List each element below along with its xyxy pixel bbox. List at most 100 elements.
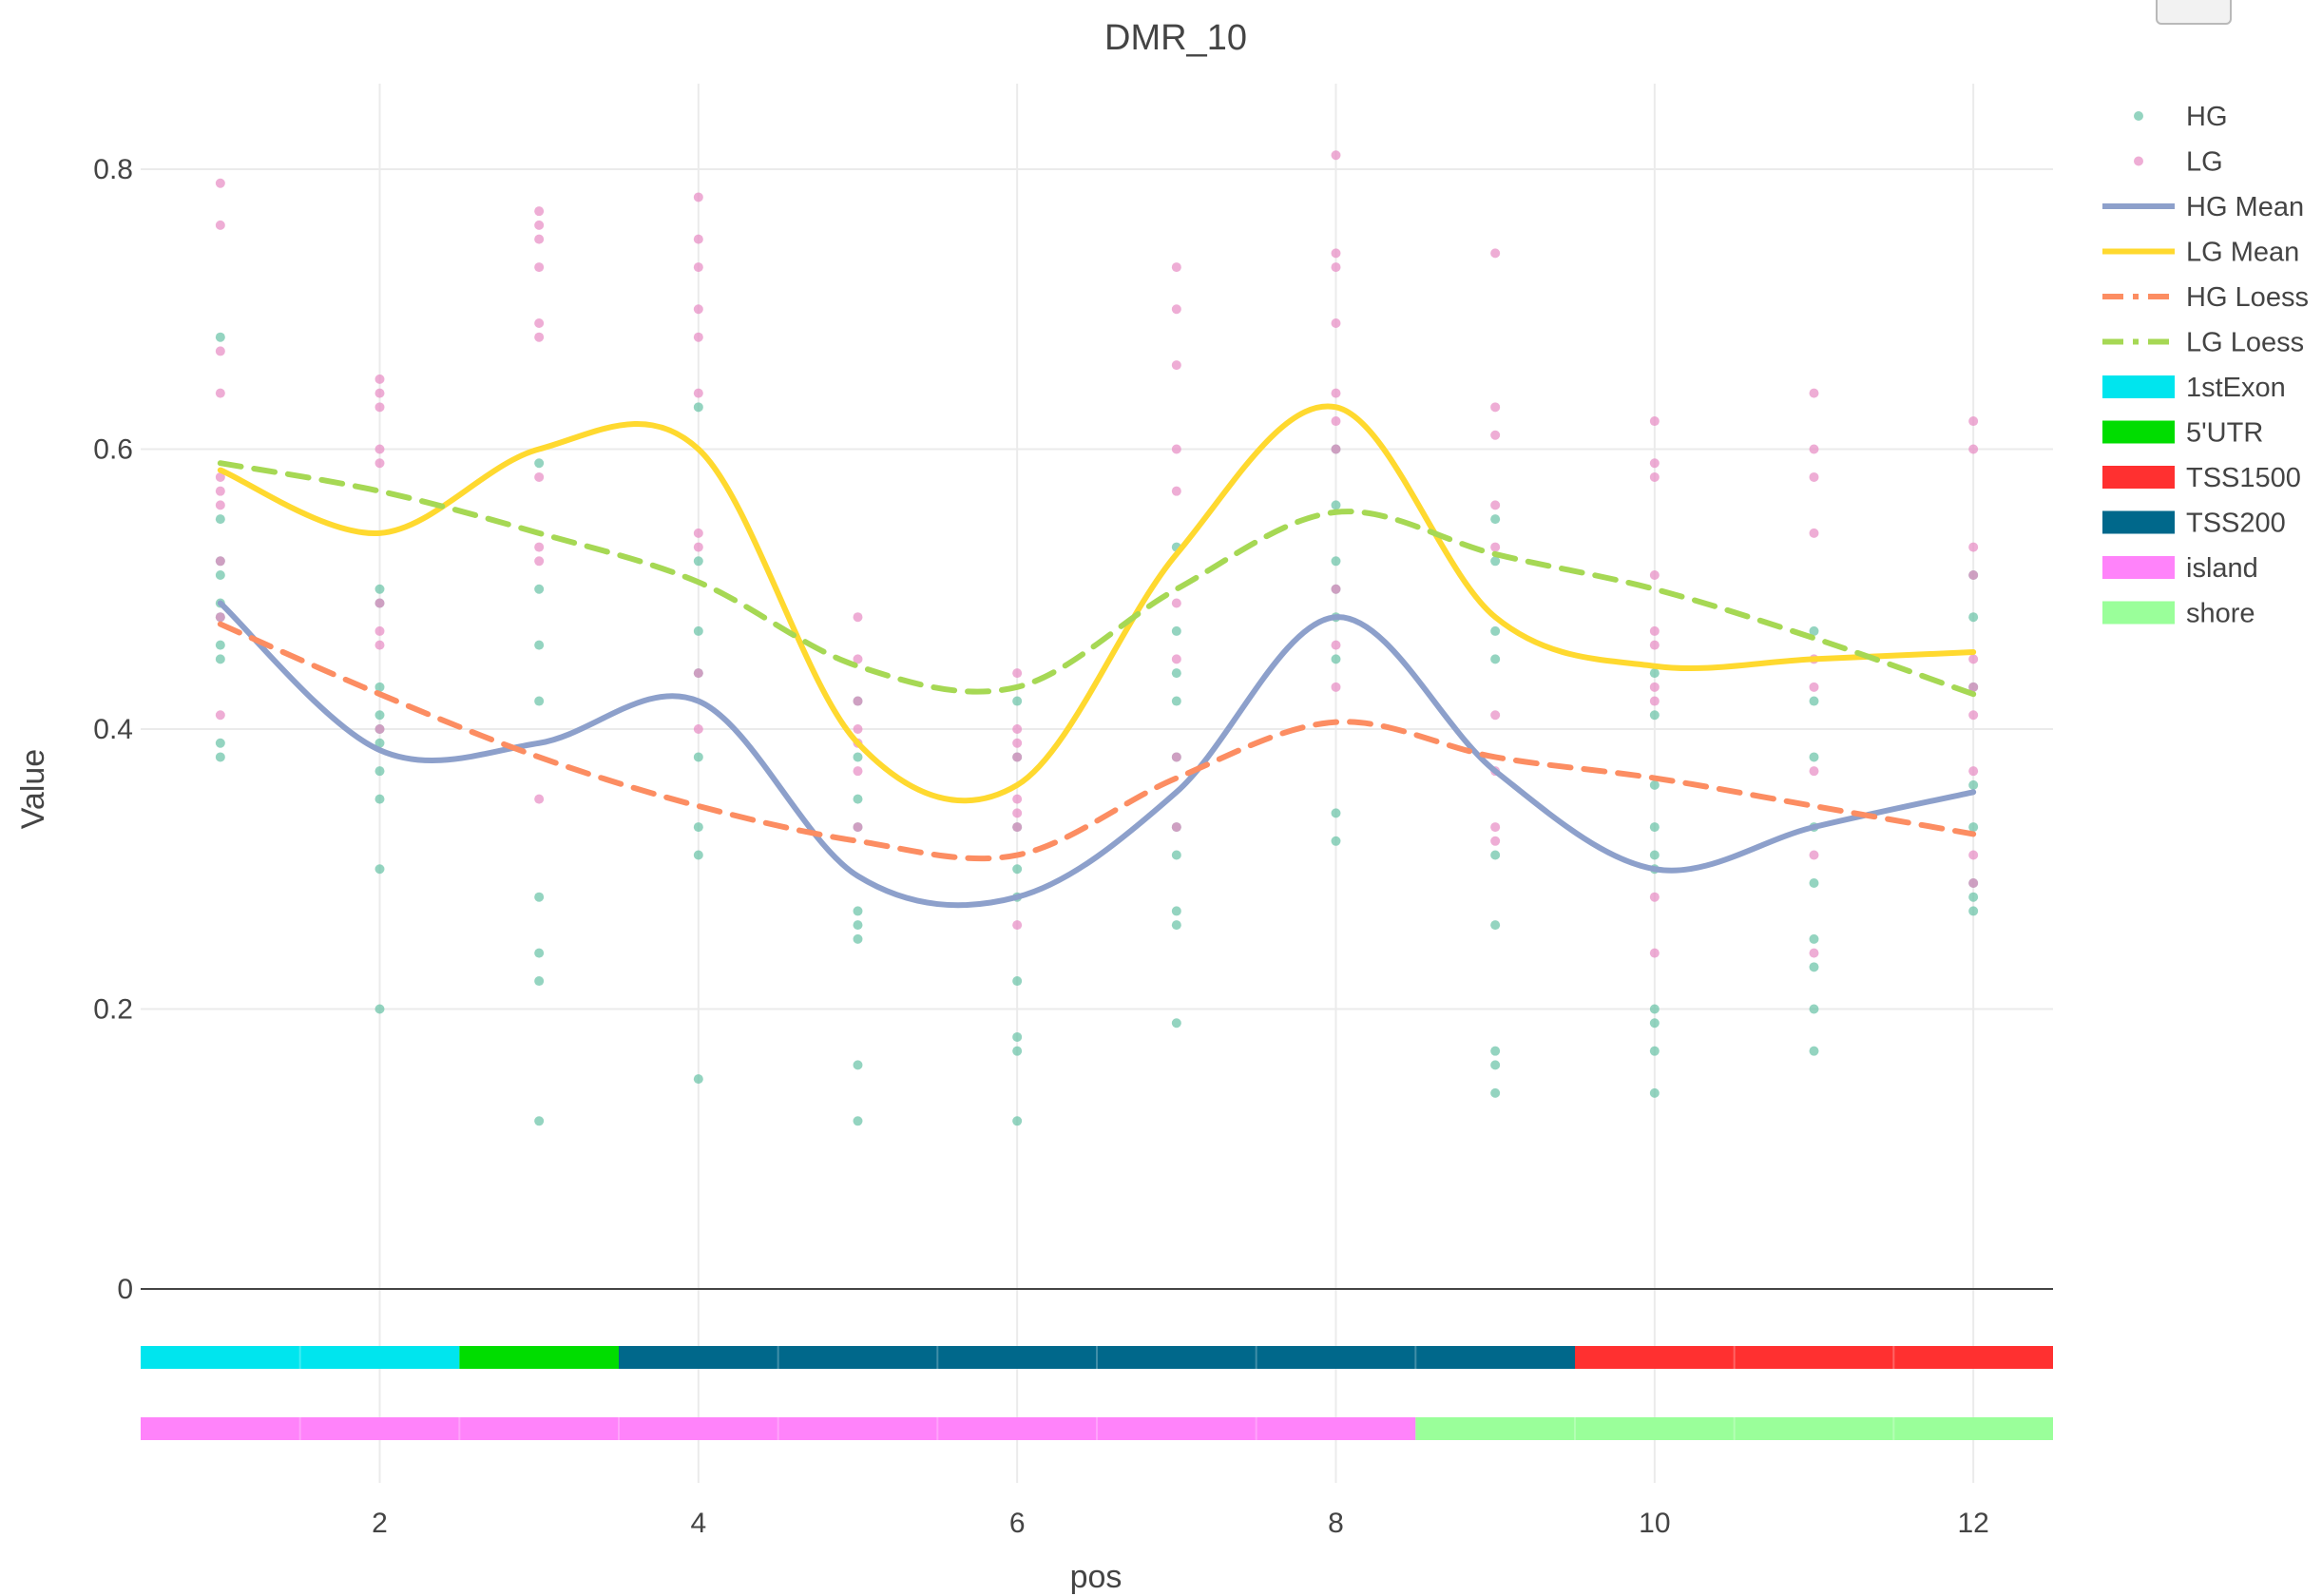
scatter-point bbox=[374, 794, 385, 804]
track-segment bbox=[1415, 1417, 2053, 1440]
scatter-point bbox=[1490, 1087, 1501, 1098]
scatter-point bbox=[534, 220, 545, 230]
scatter-point bbox=[1968, 877, 1979, 888]
legend-label: HG Loess bbox=[2186, 282, 2309, 313]
annotation-tracks bbox=[141, 1346, 2053, 1440]
scatter-point bbox=[1012, 794, 1023, 804]
scatter-point bbox=[1490, 850, 1501, 860]
scatter-point bbox=[215, 178, 225, 188]
scatter-point bbox=[1171, 696, 1181, 706]
scatter-point bbox=[1968, 822, 1979, 833]
scatter-point bbox=[1809, 850, 1819, 860]
scatter-point bbox=[693, 556, 703, 567]
scatter-point bbox=[693, 388, 703, 398]
scatter-point bbox=[853, 920, 863, 931]
y-tick-label: 0.8 bbox=[93, 154, 133, 185]
y-tick-label: 0.4 bbox=[93, 714, 133, 745]
scatter-point bbox=[215, 486, 225, 496]
scatter-point bbox=[853, 752, 863, 762]
legend-swatch bbox=[2102, 510, 2175, 534]
scatter-point bbox=[1649, 779, 1660, 790]
track-segment bbox=[141, 1417, 1416, 1440]
scatter-point bbox=[215, 500, 225, 510]
scatter-point bbox=[1171, 654, 1181, 664]
scatter-points bbox=[215, 150, 1979, 1126]
scatter-point bbox=[215, 388, 225, 398]
y-tick-label: 0 bbox=[117, 1274, 133, 1305]
scatter-point bbox=[1809, 1004, 1819, 1014]
scatter-point bbox=[1012, 976, 1023, 987]
scatter-point bbox=[693, 724, 703, 734]
scatter-point bbox=[215, 514, 225, 525]
scatter-point bbox=[215, 710, 225, 721]
scatter-point bbox=[1490, 402, 1501, 413]
scatter-point bbox=[374, 388, 385, 398]
scatter-point bbox=[534, 332, 545, 342]
scatter-point bbox=[534, 317, 545, 328]
legend-label: LG Mean bbox=[2186, 238, 2299, 268]
track-segment bbox=[619, 1346, 1575, 1369]
scatter-point bbox=[853, 1060, 863, 1070]
scatter-point bbox=[1649, 850, 1660, 860]
legend-swatch bbox=[2102, 601, 2175, 625]
scatter-point bbox=[1968, 612, 1979, 623]
legend-label: HG bbox=[2186, 102, 2228, 132]
scatter-point bbox=[1809, 933, 1819, 944]
scatter-point bbox=[1012, 738, 1023, 748]
scatter-point bbox=[1809, 962, 1819, 972]
scatter-point bbox=[534, 976, 545, 987]
modebar-button[interactable] bbox=[2156, 0, 2232, 25]
scatter-point bbox=[1649, 458, 1660, 469]
scatter-point bbox=[1171, 668, 1181, 679]
legend-marker bbox=[2134, 111, 2143, 121]
scatter-point bbox=[693, 304, 703, 315]
x-tick-label: 10 bbox=[1639, 1508, 1670, 1539]
scatter-point bbox=[1490, 500, 1501, 510]
track-segment bbox=[1575, 1346, 2053, 1369]
scatter-point bbox=[693, 234, 703, 244]
scatter-point bbox=[374, 724, 385, 734]
scatter-point bbox=[1331, 416, 1341, 427]
scatter-point bbox=[1649, 822, 1660, 833]
scatter-point bbox=[1331, 808, 1341, 818]
scatter-point bbox=[534, 948, 545, 958]
scatter-point bbox=[1331, 248, 1341, 259]
scatter-point bbox=[1331, 640, 1341, 650]
scatter-point bbox=[1649, 625, 1660, 636]
scatter-point bbox=[693, 262, 703, 273]
legend-label: LG Loess bbox=[2186, 328, 2304, 358]
scatter-point bbox=[1171, 360, 1181, 371]
scatter-point bbox=[1809, 877, 1819, 888]
scatter-point bbox=[374, 710, 385, 721]
scatter-point bbox=[1968, 892, 1979, 902]
scatter-point bbox=[1331, 262, 1341, 273]
legend-label: TSS1500 bbox=[2186, 463, 2301, 493]
legend-label: HG Mean bbox=[2186, 192, 2304, 222]
scatter-point bbox=[1331, 317, 1341, 328]
scatter-point bbox=[534, 640, 545, 650]
scatter-point bbox=[215, 556, 225, 567]
scatter-point bbox=[215, 738, 225, 748]
scatter-point bbox=[1331, 150, 1341, 161]
scatter-point bbox=[534, 1116, 545, 1126]
scatter-point bbox=[853, 822, 863, 833]
scatter-point bbox=[853, 612, 863, 623]
scatter-point bbox=[1490, 1060, 1501, 1070]
legend-label: TSS200 bbox=[2186, 509, 2286, 539]
scatter-point bbox=[1649, 471, 1660, 482]
scatter-point bbox=[1809, 766, 1819, 777]
scatter-point bbox=[1171, 486, 1181, 496]
scatter-point bbox=[374, 864, 385, 875]
scatter-point bbox=[693, 528, 703, 538]
scatter-point bbox=[1490, 836, 1501, 846]
scatter-point bbox=[1331, 654, 1341, 664]
scatter-point bbox=[534, 262, 545, 273]
series-line bbox=[217, 460, 1977, 698]
scatter-point bbox=[693, 625, 703, 636]
scatter-point bbox=[1012, 822, 1023, 833]
legend-label: LG bbox=[2186, 147, 2223, 178]
scatter-point bbox=[1331, 388, 1341, 398]
scatter-point bbox=[1809, 1046, 1819, 1056]
scatter-point bbox=[1649, 696, 1660, 706]
scatter-point bbox=[534, 892, 545, 902]
